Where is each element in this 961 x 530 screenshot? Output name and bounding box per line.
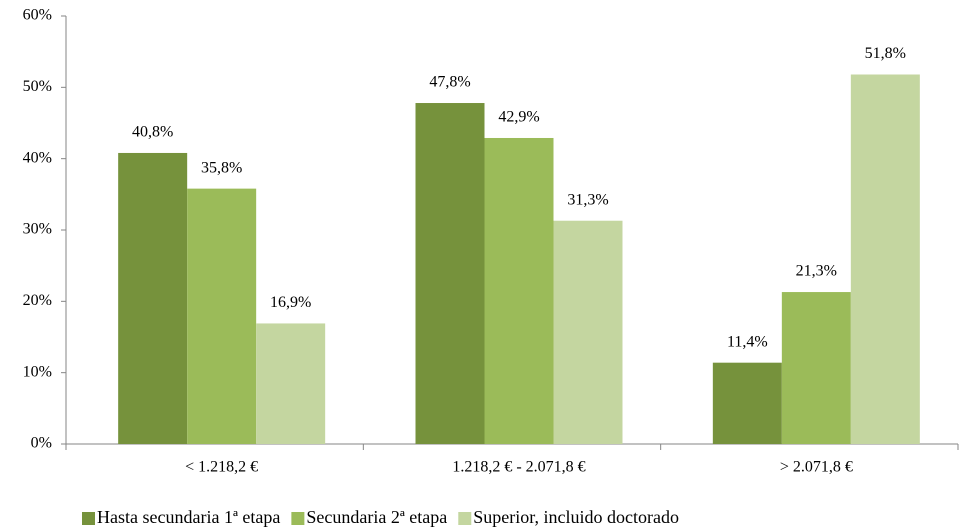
y-tick-label: 20% — [23, 292, 52, 309]
data-label: 42,9% — [498, 109, 539, 126]
data-label: 11,4% — [727, 333, 768, 350]
bar — [553, 220, 623, 444]
y-tick-label: 60% — [23, 7, 52, 24]
data-label: 51,8% — [865, 45, 906, 62]
x-tick-label: > 2.071,8 € — [780, 459, 853, 476]
legend-swatch — [458, 512, 472, 525]
bar — [415, 103, 485, 444]
bar — [484, 137, 554, 445]
data-label: 16,9% — [270, 294, 311, 311]
legend-swatch — [291, 512, 305, 525]
bar — [712, 362, 782, 444]
bar — [118, 152, 188, 444]
y-tick-label: 40% — [23, 149, 52, 166]
data-label: 31,3% — [567, 191, 608, 208]
data-label: 35,8% — [201, 159, 242, 176]
bar — [850, 74, 920, 444]
x-tick-label: < 1.218,2 € — [185, 459, 258, 476]
y-tick-label: 50% — [23, 78, 52, 95]
legend-label: Secundaria 2ª etapa — [306, 507, 447, 527]
data-label: 47,8% — [429, 74, 470, 91]
data-label: 40,8% — [132, 124, 173, 141]
data-label: 21,3% — [796, 263, 837, 280]
y-tick-label: 0% — [31, 435, 52, 452]
legend-swatch — [82, 512, 95, 525]
legend-label: Hasta secundaria 1ª etapa — [97, 507, 280, 527]
bar — [256, 323, 326, 444]
x-tick-label: 1.218,2 € - 2.071,8 € — [452, 459, 585, 476]
bar — [187, 188, 257, 444]
legend-label: Superior, incluido doctorado — [473, 507, 679, 527]
bar — [781, 292, 851, 444]
y-tick-label: 30% — [23, 221, 52, 238]
y-tick-label: 10% — [23, 363, 52, 380]
